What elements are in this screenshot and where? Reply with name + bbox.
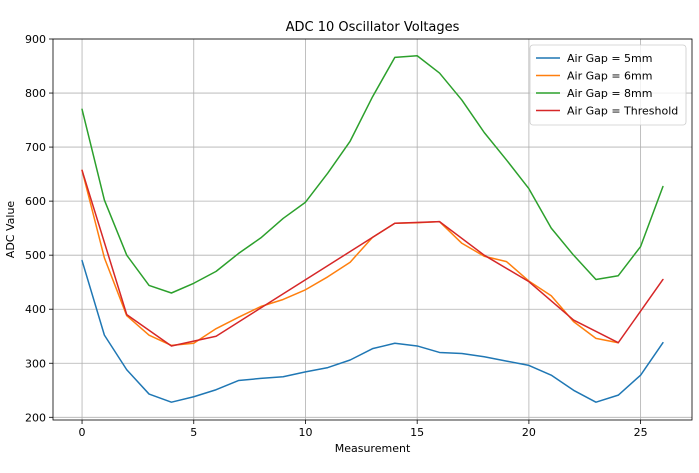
- y-axis-label: ADC Value: [4, 201, 17, 259]
- y-tick-label: 300: [25, 357, 46, 370]
- legend-box: [529, 44, 687, 126]
- tick-marks: [49, 38, 642, 424]
- x-axis-label: Measurement: [335, 442, 411, 455]
- y-tick-label: 500: [25, 249, 46, 262]
- legend-label-1: Air Gap = 5mm: [567, 52, 653, 65]
- legend-label-2: Air Gap = 6mm: [567, 70, 653, 83]
- x-tick-label: 0: [79, 426, 86, 439]
- legend-label-3: Air Gap = 8mm: [567, 87, 653, 100]
- y-tick-label: 700: [25, 141, 46, 154]
- chart-title: ADC 10 Oscillator Voltages: [286, 20, 460, 35]
- legend: Air Gap = 5mm Air Gap = 6mm Air Gap = 8mm A…: [529, 44, 687, 126]
- y-tick-label: 400: [25, 303, 46, 316]
- tick-labels: 0 5 10 15 20 25 200 300 400 500 600 700 800 900: [25, 33, 648, 439]
- x-tick-label: 5: [190, 426, 197, 439]
- x-tick-label: 15: [410, 426, 424, 439]
- axes-frame: [52, 38, 693, 421]
- y-tick-label: 600: [25, 195, 46, 208]
- y-tick-label: 900: [25, 33, 46, 46]
- series-line-3: [81, 55, 664, 294]
- x-tick-label: 20: [522, 426, 536, 439]
- legend-label-4: Air Gap = Threshold: [567, 105, 678, 118]
- x-tick-label: 10: [298, 426, 312, 439]
- series-line-4: [81, 169, 664, 347]
- y-tick-label: 800: [25, 87, 46, 100]
- plot-area: [81, 55, 664, 403]
- series-line-1: [81, 259, 664, 403]
- y-tick-label: 200: [25, 411, 46, 424]
- x-tick-label: 25: [634, 426, 648, 439]
